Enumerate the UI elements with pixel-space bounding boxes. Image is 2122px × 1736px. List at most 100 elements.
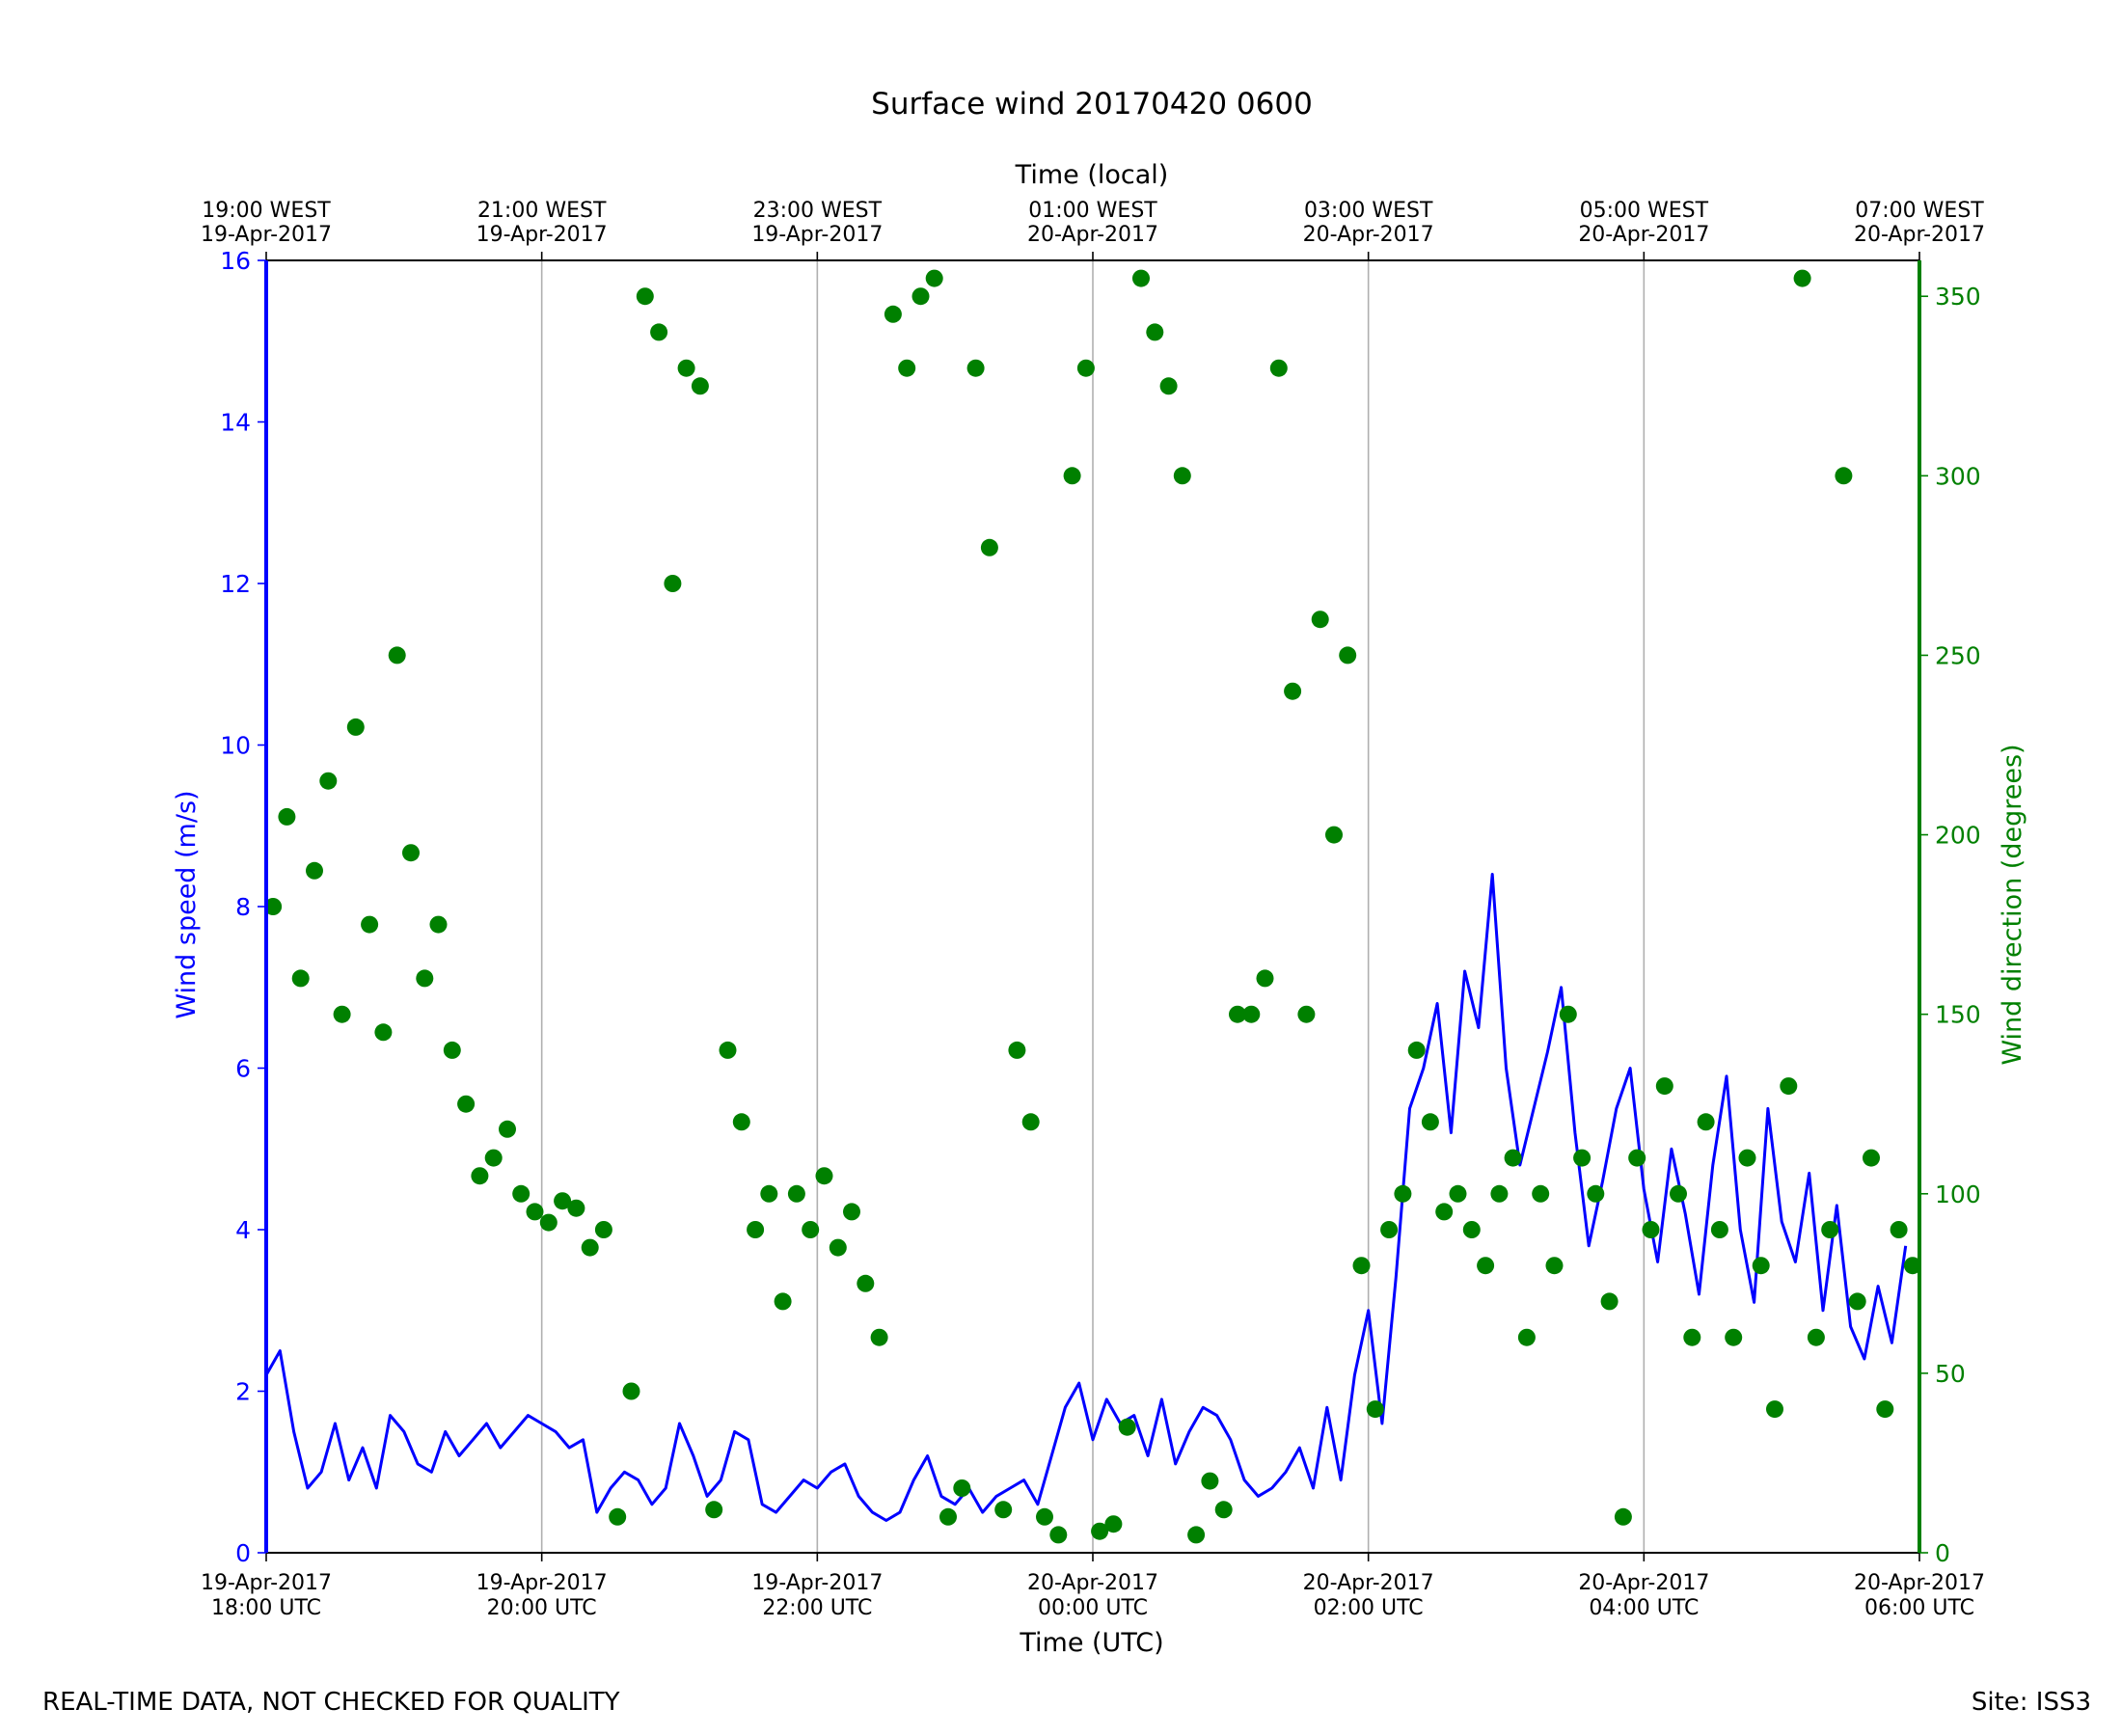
wind-direction-point (1532, 1184, 1550, 1203)
wind-direction-point (1725, 1328, 1743, 1346)
y2-tick-label: 100 (1935, 1180, 1981, 1208)
x-tick-label-date: 20-Apr-2017 (1303, 1571, 1434, 1595)
wind-direction-point (1380, 1221, 1399, 1238)
y2-tick-label: 200 (1935, 822, 1981, 850)
wind-direction-point (1159, 377, 1178, 395)
wind-direction-point (1477, 1257, 1495, 1275)
wind-direction-point (1201, 1472, 1219, 1490)
wind-direction-point (1697, 1113, 1715, 1131)
x-tick-label-time: 22:00 UTC (762, 1596, 872, 1620)
wind-direction-point (278, 807, 296, 826)
wind-direction-point (429, 915, 448, 934)
y2-tick-label: 50 (1935, 1360, 1966, 1388)
wind-direction-point (1655, 1077, 1673, 1096)
x-tick-label-date: 20-Apr-2017 (1854, 1571, 1985, 1595)
x2-tick-label-date: 20-Apr-2017 (1027, 223, 1158, 247)
wind-direction-point (1435, 1203, 1454, 1221)
wind-direction-point (319, 772, 338, 790)
y2-tick-label: 150 (1935, 1001, 1981, 1029)
x2-tick-label-time: 23:00 WEST (753, 199, 883, 223)
x-tick-label-time: 20:00 UTC (487, 1596, 597, 1620)
wind-direction-point (884, 305, 902, 323)
wind-direction-point (1670, 1184, 1687, 1203)
x-tick-label-time: 00:00 UTC (1038, 1596, 1148, 1620)
wind-direction-point (1394, 1184, 1412, 1203)
wind-direction-point (306, 861, 323, 880)
y2-tick-label: 250 (1935, 641, 1981, 669)
x-tick-label-date: 20-Apr-2017 (1578, 1571, 1709, 1595)
wind-direction-point (264, 898, 283, 915)
wind-direction-point (1256, 969, 1274, 988)
wind-direction-point (1036, 1507, 1053, 1526)
x2-tick-label-date: 20-Apr-2017 (1303, 223, 1434, 247)
x2-tick-label-time: 03:00 WEST (1304, 199, 1433, 223)
wind-direction-point (1311, 610, 1329, 629)
wind-direction-point (1146, 323, 1164, 341)
wind-direction-point (719, 1041, 737, 1059)
y-tick-label: 10 (220, 732, 251, 760)
site-label: Site: ISS3 (1971, 1688, 2091, 1717)
wind-speed-line (264, 873, 1908, 1522)
wind-direction-point (1642, 1221, 1660, 1238)
wind-direction-point (1876, 1400, 1894, 1419)
wind-direction-point (870, 1328, 888, 1346)
wind-direction-point (1008, 1041, 1026, 1059)
x2-tick-label-time: 01:00 WEST (1028, 199, 1157, 223)
x2-tick-label-date: 19-Apr-2017 (476, 223, 608, 247)
wind-direction-point (980, 538, 998, 556)
wind-direction-point (1490, 1184, 1509, 1203)
wind-direction-point (554, 1192, 572, 1210)
wind-direction-point (1173, 467, 1191, 485)
wind-direction-point (374, 1023, 393, 1042)
wind-direction-point (594, 1221, 612, 1238)
y-tick-label: 6 (235, 1055, 251, 1083)
wind-direction-point (1559, 1005, 1577, 1023)
y2-axis-label: Wind direction (degrees) (1998, 744, 2027, 1065)
x-tick-label-date: 20-Apr-2017 (1027, 1571, 1158, 1595)
y-tick-label: 12 (220, 570, 251, 598)
wind-direction-point (994, 1501, 1013, 1519)
wind-direction-point (1573, 1149, 1592, 1167)
wind-direction-point (1132, 269, 1150, 287)
wind-direction-point (581, 1238, 599, 1257)
x2-tick-label-date: 19-Apr-2017 (751, 223, 883, 247)
wind-direction-point (1710, 1221, 1728, 1238)
wind-direction-point (1214, 1501, 1233, 1519)
wind-direction-point (567, 1199, 585, 1217)
x2-tick-label-date: 20-Apr-2017 (1854, 223, 1985, 247)
wind-direction-point (1752, 1257, 1770, 1275)
wind-direction-point (1407, 1041, 1426, 1059)
x2-tick-label-time: 07:00 WEST (1855, 199, 1984, 223)
wind-direction-point (774, 1292, 792, 1311)
x-axis-label: Time (UTC) (1019, 1628, 1163, 1658)
y-tick-label: 14 (220, 409, 251, 437)
wind-direction-point (1835, 467, 1853, 485)
wind-direction-point (691, 377, 709, 395)
wind-direction-point (1352, 1257, 1371, 1275)
wind-direction-point (1793, 269, 1811, 287)
wind-direction-point (650, 323, 668, 341)
wind-direction-point (939, 1507, 957, 1526)
x-tick-label-time: 02:00 UTC (1314, 1596, 1424, 1620)
wind-direction-point (1890, 1221, 1908, 1238)
wind-direction-point (333, 1005, 351, 1023)
wind-direction-point (443, 1041, 461, 1059)
wind-direction-point (1587, 1184, 1605, 1203)
wind-direction-point (1863, 1149, 1880, 1167)
wind-direction-point (1421, 1113, 1439, 1131)
wind-direction-point (471, 1167, 489, 1185)
wind-direction-point (1848, 1292, 1866, 1311)
wind-direction-point (1903, 1257, 1921, 1275)
y-tick-label: 4 (235, 1216, 251, 1244)
wind-direction-point (1821, 1221, 1839, 1238)
wind-direction-point (1297, 1005, 1316, 1023)
y-tick-label: 16 (220, 247, 251, 275)
y2-tick-label: 350 (1935, 283, 1981, 311)
wind-direction-point (539, 1213, 558, 1232)
wind-direction-point (1269, 359, 1288, 377)
wind-direction-point (1021, 1113, 1040, 1131)
wind-direction-point (747, 1221, 765, 1238)
y-tick-label: 0 (235, 1539, 251, 1567)
wind-direction-point (499, 1120, 516, 1138)
wind-direction-point (416, 969, 434, 988)
